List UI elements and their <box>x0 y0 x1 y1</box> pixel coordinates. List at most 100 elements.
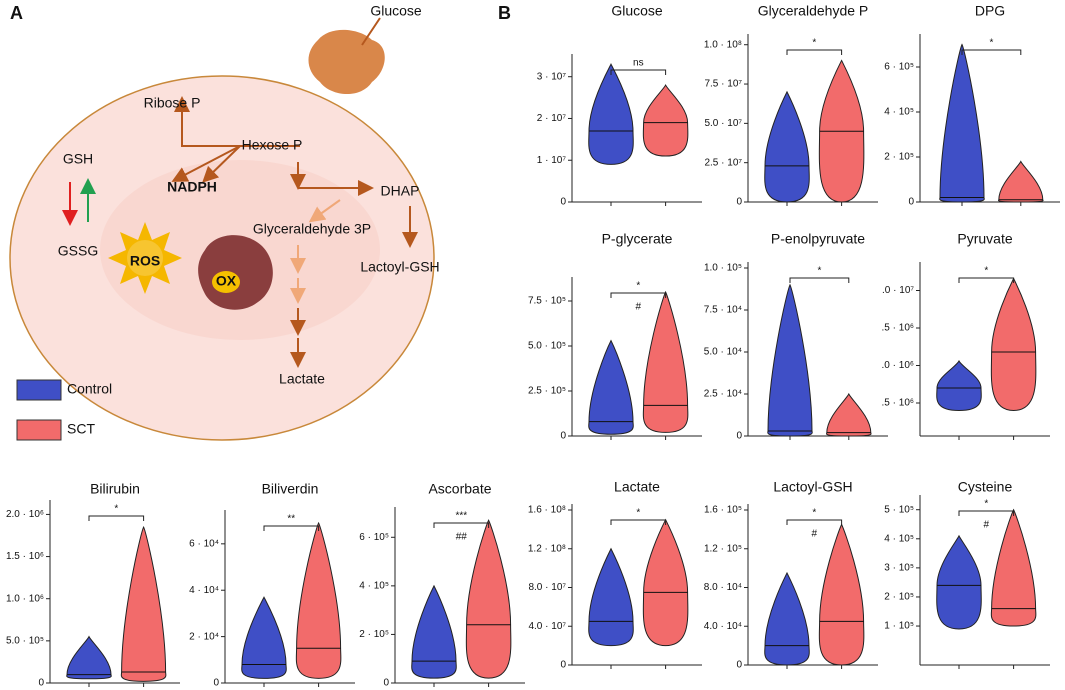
chart-title: Pyruvate <box>957 231 1012 247</box>
diagram-label: DHAP <box>381 183 420 199</box>
y-tick-label: 0 <box>38 678 44 689</box>
y-tick-label: 4.0 · 10⁷ <box>528 621 566 632</box>
violin <box>764 90 810 203</box>
significance-note: # <box>812 529 818 540</box>
violin <box>411 584 457 679</box>
y-tick-label: 0 <box>560 660 566 671</box>
violin <box>588 339 634 435</box>
y-tick-label: .0 · 10⁷ <box>882 285 914 296</box>
violin <box>642 290 689 433</box>
diagram-label: Ribose P <box>144 95 201 111</box>
y-tick-label: 0 <box>560 197 566 208</box>
y-tick-label: .5 · 10⁶ <box>882 398 914 409</box>
y-tick-label: 0 <box>908 197 914 208</box>
y-tick-label: 2.5 · 10⁴ <box>704 389 742 400</box>
chart-title: P-enolpyruvate <box>771 231 865 247</box>
diagram-label: Glucose <box>370 3 422 19</box>
y-tick-label: 8.0 · 10⁷ <box>528 582 566 593</box>
y-tick-label: 4 · 10⁵ <box>884 107 914 118</box>
violin <box>66 635 112 680</box>
chart-title: Lactoyl-GSH <box>773 479 852 495</box>
chart-title: Cysteine <box>958 479 1013 495</box>
arrow <box>171 145 241 182</box>
violin <box>990 277 1037 412</box>
y-tick-label: .0 · 10⁶ <box>882 360 914 371</box>
significance-label: ns <box>633 58 644 69</box>
ox-badge <box>212 271 240 293</box>
y-tick-label: 1.6 · 10⁵ <box>704 505 742 516</box>
chart-title: P-glycerate <box>602 231 673 247</box>
diagram-label: ROS <box>130 253 160 269</box>
panel-label: B <box>498 3 511 23</box>
significance-label: *** <box>455 511 467 522</box>
y-tick-label: 6 · 10⁵ <box>884 62 914 73</box>
y-tick-label: 1 · 10⁵ <box>884 621 914 632</box>
y-tick-label: 4.0 · 10⁴ <box>704 621 742 632</box>
violin <box>767 283 813 437</box>
y-tick-label: 2 · 10⁵ <box>884 152 914 163</box>
y-tick-label: 2.5 · 10⁵ <box>528 386 566 397</box>
significance-note: # <box>984 520 990 531</box>
y-tick-label: 0 <box>736 431 742 442</box>
significance-bracket <box>88 515 145 521</box>
y-tick-label: 2 · 10⁵ <box>359 629 389 640</box>
diagram-label: GSSG <box>58 243 98 259</box>
legend-label: Control <box>67 381 112 397</box>
legend-swatch <box>16 379 62 401</box>
significance-label: * <box>984 266 988 277</box>
y-tick-label: 4 · 10⁵ <box>884 533 914 544</box>
panel-label: A <box>10 3 23 23</box>
y-tick-label: 5.0 · 10⁷ <box>704 118 742 129</box>
legend-label: SCT <box>67 421 95 437</box>
arrow <box>308 199 341 223</box>
significance-bracket <box>789 277 850 283</box>
y-tick-label: 0 <box>736 197 742 208</box>
significance-bracket <box>786 49 843 55</box>
chart-title: Biliverdin <box>262 481 319 497</box>
violin <box>642 518 689 647</box>
y-tick-label: 7.5 · 10⁷ <box>704 79 742 90</box>
y-tick-label: 1.5 · 10⁶ <box>6 551 44 562</box>
violin <box>642 83 689 157</box>
y-tick-label: 1.0 · 10⁸ <box>704 39 742 50</box>
significance-bracket <box>958 277 1015 283</box>
diagram-label: Lactoyl-GSH <box>360 259 439 275</box>
legend-swatch <box>16 419 62 441</box>
y-tick-label: 7.5 · 10⁵ <box>528 296 566 307</box>
y-tick-label: 5 · 10⁵ <box>884 504 914 515</box>
violin <box>936 359 982 412</box>
diagram-label: GSH <box>63 151 93 167</box>
y-tick-label: 0 <box>736 660 742 671</box>
chart-title: Bilirubin <box>90 481 140 497</box>
y-tick-label: 4 · 10⁵ <box>359 580 389 591</box>
y-tick-label: 5.0 · 10⁴ <box>704 347 742 358</box>
chart-title: Glucose <box>611 3 663 19</box>
y-tick-label: 2 · 10⁵ <box>884 592 914 603</box>
y-tick-label: 6 · 10⁴ <box>189 538 219 549</box>
diagram-label: Glyceraldehyde 3P <box>253 221 371 237</box>
violin <box>295 521 342 679</box>
y-tick-label: 1.2 · 10⁵ <box>704 543 742 554</box>
y-tick-label: 1.6 · 10⁸ <box>528 505 566 516</box>
diagram-label: NADPH <box>167 179 217 195</box>
violin <box>826 392 872 437</box>
significance-bracket <box>610 292 667 298</box>
violin <box>939 43 985 203</box>
y-tick-label: 7.5 · 10⁴ <box>704 305 742 316</box>
significance-note: ## <box>456 532 468 543</box>
diagram-label: OX <box>216 273 237 289</box>
arrow <box>361 17 381 46</box>
y-tick-label: 1 · 10⁷ <box>537 155 567 166</box>
y-tick-label: 2.5 · 10⁷ <box>704 157 742 168</box>
violin <box>588 63 634 165</box>
significance-label: * <box>984 499 988 510</box>
y-tick-label: 0 <box>560 431 566 442</box>
y-tick-label: 4 · 10⁴ <box>189 585 219 596</box>
y-tick-label: 1.2 · 10⁸ <box>528 543 566 554</box>
significance-label: * <box>989 38 993 49</box>
ros-sun <box>108 222 182 294</box>
y-tick-label: 8.0 · 10⁴ <box>704 582 742 593</box>
violin <box>241 596 287 679</box>
y-tick-label: 3 · 10⁵ <box>884 563 914 574</box>
